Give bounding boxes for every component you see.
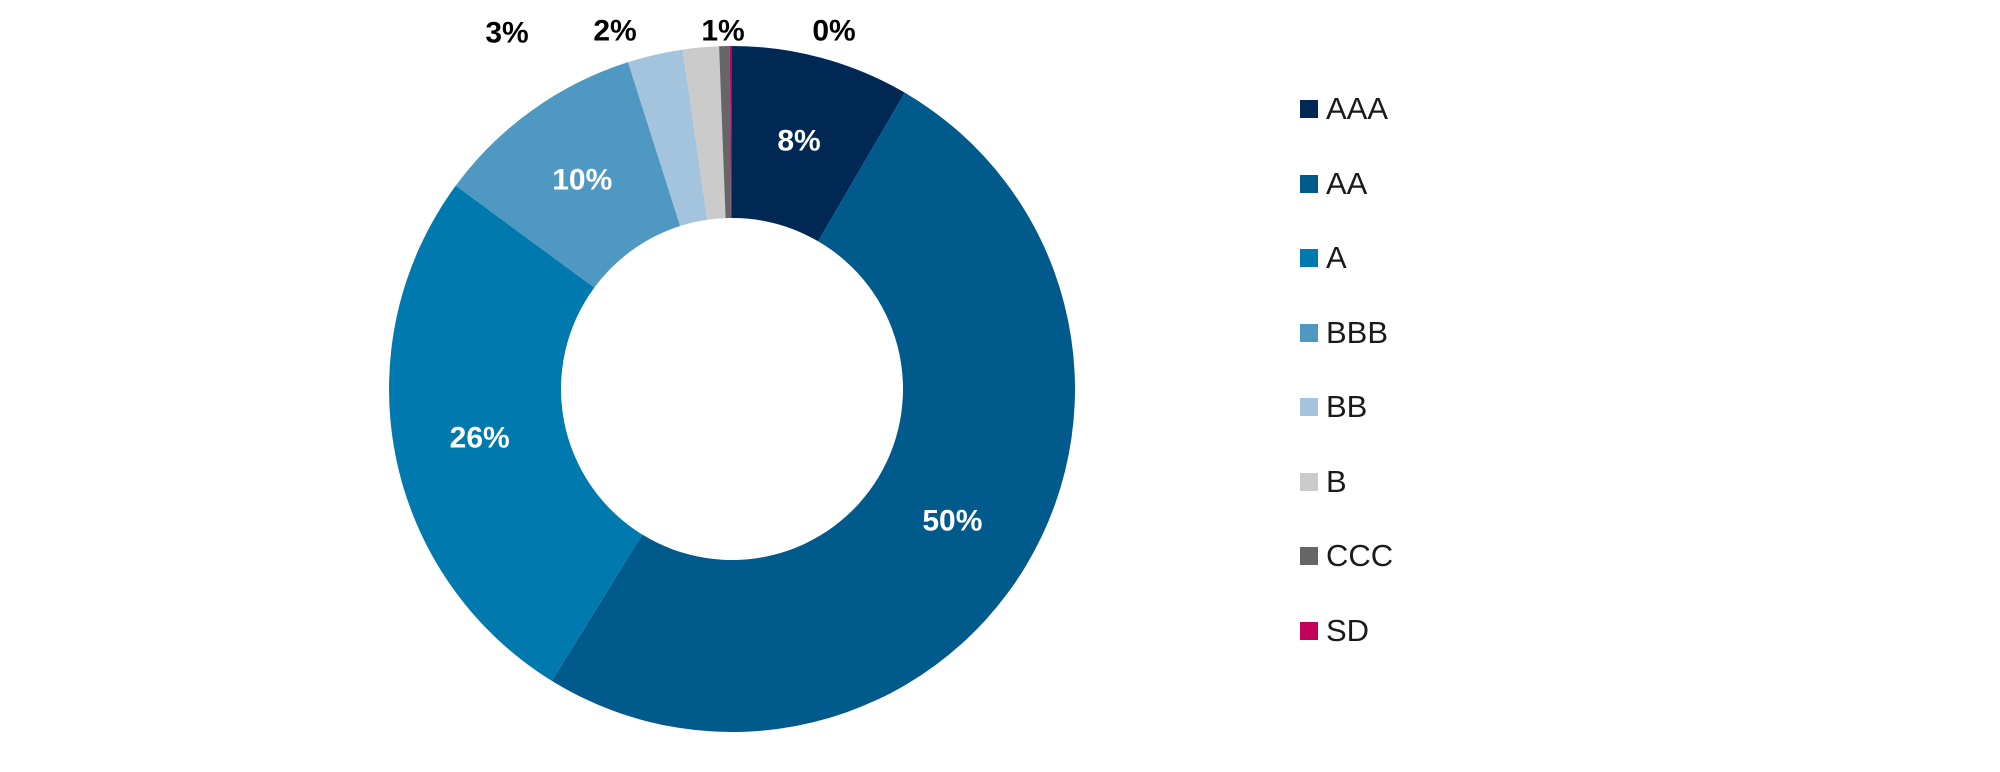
legend-swatch	[1300, 547, 1318, 566]
slice-a	[389, 185, 643, 681]
data-label-sd: 0%	[812, 15, 855, 48]
legend-item-bbb: BBB	[1300, 296, 1393, 371]
legend-item-aa: AA	[1300, 147, 1393, 222]
legend-swatch	[1300, 621, 1318, 640]
slice-aa	[551, 92, 1075, 732]
legend-label: BB	[1326, 389, 1368, 425]
slice-b	[682, 46, 726, 220]
legend-swatch	[1300, 174, 1318, 193]
data-label-bbb: 10%	[552, 164, 612, 197]
data-label-ccc: 1%	[701, 15, 744, 48]
data-label-aaa: 8%	[777, 124, 820, 157]
slice-sd	[729, 46, 732, 219]
slice-ccc	[719, 46, 731, 219]
slice-aaa	[732, 46, 905, 242]
legend-item-sd: SD	[1300, 594, 1393, 669]
legend-label: B	[1326, 463, 1347, 499]
data-label-bb: 3%	[485, 17, 528, 50]
legend-swatch	[1300, 249, 1318, 268]
legend-label: SD	[1326, 612, 1370, 648]
legend-swatch	[1300, 323, 1318, 342]
legend-item-b: B	[1300, 445, 1393, 520]
legend-label: BBB	[1326, 314, 1389, 350]
legend-label: AAA	[1326, 91, 1389, 127]
chart-legend: AAA AA A BBB BB B CCC SD	[1300, 72, 1393, 668]
legend-label: A	[1326, 240, 1347, 276]
legend-swatch	[1300, 398, 1318, 417]
legend-item-a: A	[1300, 221, 1393, 296]
slice-bbb	[455, 62, 681, 288]
data-label-a: 26%	[450, 421, 510, 454]
legend-item-ccc: CCC	[1300, 519, 1393, 594]
data-label-b: 2%	[593, 15, 636, 48]
slice-bb	[628, 49, 708, 227]
legend-label: AA	[1326, 165, 1368, 201]
legend-swatch	[1300, 472, 1318, 491]
legend-swatch	[1300, 100, 1318, 119]
data-label-aa: 50%	[922, 505, 982, 538]
legend-label: CCC	[1326, 538, 1394, 574]
chart-data-labels: 8% 50% 26% 10% 3% 2% 1% 0%	[450, 15, 983, 538]
chart-slices	[389, 46, 1075, 732]
legend-item-bb: BB	[1300, 370, 1393, 445]
legend-item-aaa: AAA	[1300, 72, 1393, 147]
